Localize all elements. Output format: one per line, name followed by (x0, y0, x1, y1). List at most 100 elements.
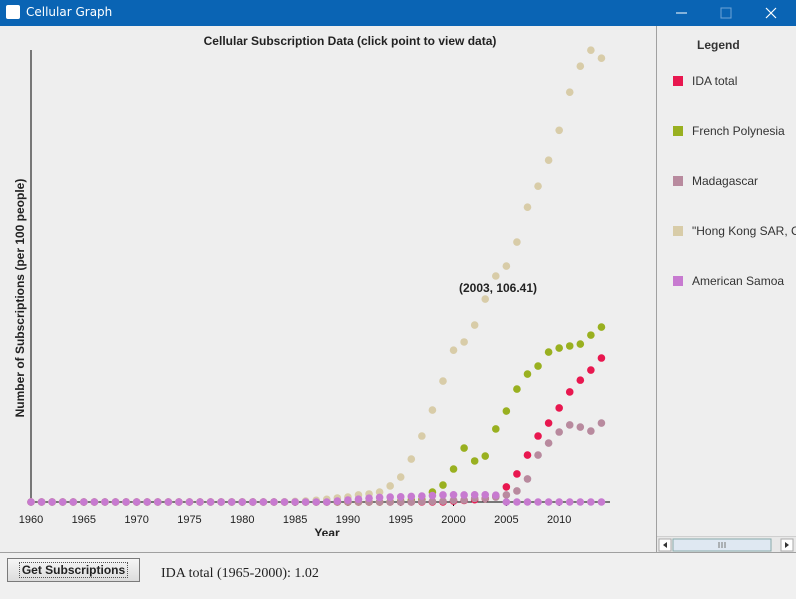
data-point[interactable] (227, 498, 236, 506)
data-point[interactable] (375, 493, 384, 502)
data-point[interactable] (259, 498, 268, 506)
data-point[interactable] (449, 465, 458, 473)
data-point[interactable] (492, 425, 500, 433)
data-point[interactable] (80, 498, 88, 506)
data-point[interactable] (502, 498, 511, 506)
data-point[interactable] (439, 481, 447, 489)
data-point[interactable] (576, 340, 585, 348)
data-point[interactable] (534, 432, 542, 440)
data-point[interactable] (69, 498, 78, 506)
data-point[interactable] (470, 321, 479, 329)
data-point[interactable] (439, 377, 447, 385)
data-point[interactable] (513, 470, 521, 478)
data-point[interactable] (344, 496, 352, 504)
data-point[interactable] (449, 346, 458, 354)
data-point[interactable] (587, 331, 595, 339)
data-point[interactable] (565, 342, 574, 350)
data-point[interactable] (386, 493, 394, 501)
data-point[interactable] (502, 483, 511, 491)
data-point[interactable] (470, 457, 479, 465)
data-point[interactable] (460, 338, 468, 346)
data-point[interactable] (407, 455, 416, 463)
data-point[interactable] (523, 203, 532, 211)
data-point[interactable] (523, 451, 532, 459)
data-point[interactable] (523, 475, 532, 483)
data-point[interactable] (375, 488, 384, 496)
data-point[interactable] (407, 492, 416, 501)
data-point[interactable] (185, 498, 194, 506)
close-button[interactable] (765, 7, 777, 19)
data-point[interactable] (439, 491, 447, 499)
data-point[interactable] (587, 46, 595, 54)
data-point[interactable] (576, 498, 585, 506)
data-point[interactable] (449, 490, 458, 499)
data-point[interactable] (576, 376, 585, 384)
data-point[interactable] (175, 498, 183, 506)
data-point[interactable] (502, 262, 511, 270)
data-point[interactable] (555, 126, 563, 135)
data-point[interactable] (418, 432, 426, 440)
data-point[interactable] (544, 419, 553, 427)
data-point[interactable] (513, 238, 521, 246)
data-point[interactable] (428, 406, 437, 414)
data-point[interactable] (37, 498, 46, 506)
data-point[interactable] (449, 496, 458, 505)
data-point[interactable] (587, 498, 595, 506)
data-point[interactable] (502, 407, 511, 415)
data-point[interactable] (27, 498, 35, 506)
data-point[interactable] (587, 427, 595, 435)
data-point[interactable] (164, 498, 173, 506)
data-point[interactable] (576, 62, 585, 71)
data-point[interactable] (407, 498, 416, 506)
data-point[interactable] (291, 498, 299, 506)
data-point[interactable] (270, 498, 278, 506)
data-point[interactable] (597, 419, 606, 427)
data-point[interactable] (460, 444, 468, 452)
data-point[interactable] (428, 497, 437, 506)
data-point[interactable] (418, 497, 426, 506)
data-point[interactable] (555, 404, 563, 412)
data-point[interactable] (513, 487, 521, 495)
data-point[interactable] (238, 498, 247, 506)
data-point[interactable] (153, 498, 162, 506)
data-point[interactable] (249, 498, 257, 506)
data-point[interactable] (544, 348, 553, 356)
data-point[interactable] (101, 498, 109, 506)
data-point[interactable] (565, 498, 574, 506)
data-point[interactable] (492, 491, 500, 499)
data-point[interactable] (386, 482, 394, 490)
data-point[interactable] (301, 498, 310, 506)
get-subscriptions-button[interactable]: Get Subscriptions (7, 558, 140, 582)
data-point[interactable] (544, 439, 553, 447)
data-point[interactable] (576, 423, 585, 431)
data-point[interactable] (439, 497, 447, 506)
data-point[interactable] (217, 498, 225, 506)
maximize-button[interactable] (720, 7, 732, 19)
data-point[interactable] (513, 498, 521, 506)
data-point[interactable] (597, 354, 606, 362)
data-point[interactable] (555, 498, 563, 506)
data-point[interactable] (396, 493, 405, 501)
data-point[interactable] (428, 491, 437, 500)
data-point[interactable] (354, 495, 363, 503)
data-point[interactable] (196, 498, 204, 506)
data-point[interactable] (132, 498, 141, 506)
data-point[interactable] (90, 498, 99, 506)
data-point[interactable] (418, 492, 426, 500)
data-point[interactable] (206, 498, 215, 506)
scrollbar[interactable] (657, 536, 796, 553)
data-point[interactable] (48, 498, 56, 506)
data-point[interactable] (280, 498, 289, 506)
data-point[interactable] (481, 452, 490, 460)
data-point[interactable] (544, 498, 553, 506)
data-point[interactable] (534, 498, 542, 506)
data-point[interactable] (481, 490, 490, 499)
data-point[interactable] (565, 421, 574, 429)
data-point[interactable] (365, 494, 373, 502)
data-point[interactable] (470, 490, 479, 499)
data-point[interactable] (534, 182, 542, 190)
data-point[interactable] (555, 344, 563, 352)
data-point[interactable] (565, 388, 574, 396)
data-point[interactable] (544, 156, 553, 165)
data-point[interactable] (523, 498, 532, 506)
